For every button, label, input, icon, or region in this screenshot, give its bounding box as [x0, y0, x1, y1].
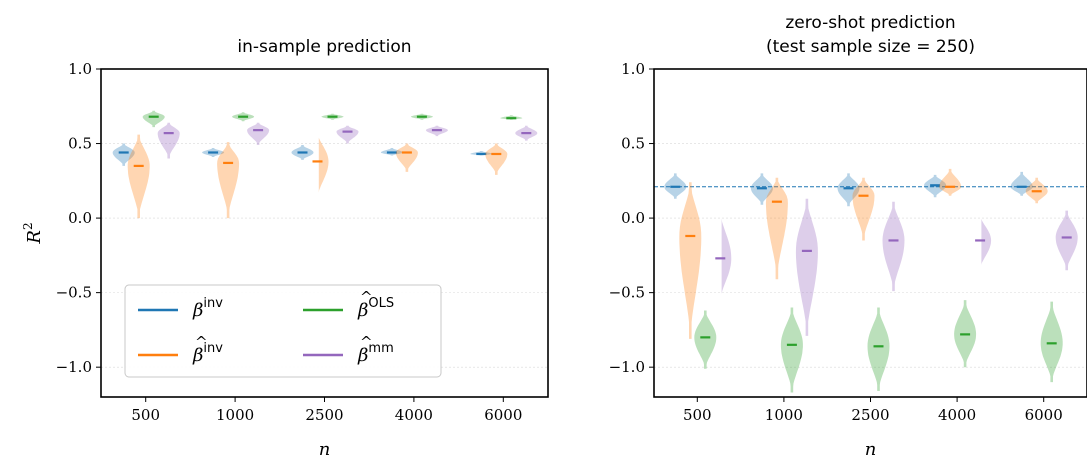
legend-symbol: β	[192, 345, 203, 366]
legend-label: βinv	[192, 341, 223, 366]
y-tick-label: 1.0	[68, 60, 92, 78]
legend-hat: ^	[360, 288, 373, 306]
y-tick-label: −1.0	[609, 358, 645, 376]
x-tick-label: 500	[131, 406, 160, 424]
y-tick-label: 0.5	[621, 135, 645, 153]
violin-series2-500	[127, 134, 150, 219]
x-tick-label: 6000	[484, 406, 522, 424]
y-tick-label: 0.0	[621, 209, 645, 227]
violin-series4-4000	[981, 217, 992, 269]
chart-panel-1: 1.0 0.5 0.0 −0.5 −1.0 500 1000 2500 4000 6000 n R2 i…	[21, 37, 549, 460]
y-tick-label: −1.0	[56, 358, 92, 376]
violin-series1-500	[112, 143, 135, 166]
x-tick-label: 4000	[938, 406, 976, 424]
violin-series2-1000	[217, 142, 240, 219]
legend-superscript: inv	[203, 296, 223, 311]
y-tick-label: 0.5	[68, 135, 92, 153]
legend-superscript: OLS	[368, 296, 394, 311]
violin-series2-2500	[318, 135, 329, 198]
legend-superscript: mm	[368, 341, 393, 356]
violin-series1-2500	[837, 173, 860, 207]
x-tick-label: 2500	[851, 406, 889, 424]
y-tick-label: 0.0	[68, 209, 92, 227]
legend-symbol: β	[357, 345, 368, 366]
violin-series3-6000	[1040, 301, 1063, 383]
y-axis-label: R2	[21, 222, 45, 244]
violin-series2-6000	[485, 143, 508, 175]
x-tick-label: 1000	[216, 406, 254, 424]
x-tick-label: 500	[683, 406, 712, 424]
y-tick-label: −0.5	[609, 284, 645, 302]
legend-hat: ^	[360, 333, 373, 351]
y-tick-label: 1.0	[621, 60, 645, 78]
violin-series4-1000	[247, 122, 270, 145]
x-axis-label: n	[319, 439, 331, 460]
x-tick-label: 6000	[1025, 406, 1063, 424]
chart-title: zero-shot prediction	[785, 13, 955, 33]
violin-series4-500	[157, 122, 180, 159]
chart-subtitle: (test sample size = 250)	[766, 37, 975, 57]
violin-series4-6000	[1055, 210, 1078, 271]
legend-label: βmm	[357, 341, 394, 366]
violin-series4-2500	[336, 125, 359, 144]
violin-series3-500	[694, 310, 717, 369]
legend-label: βinv	[192, 296, 223, 321]
legend-symbol: β	[357, 300, 368, 321]
x-tick-label: 1000	[765, 406, 803, 424]
violin-series3-1000	[780, 307, 803, 393]
chart-panel-2: 1.0 0.5 0.0 −0.5 −1.0 500 1000 2500 4000 6000 n zer…	[609, 13, 1087, 460]
legend-hat: ^	[195, 333, 208, 351]
legend-box	[124, 284, 442, 378]
legend-label: βOLS	[357, 296, 394, 321]
x-axis-label: n	[865, 439, 877, 460]
y-axis-label-base: R	[24, 230, 45, 245]
y-tick-label: −0.5	[56, 284, 92, 302]
violin-series4-2500	[882, 201, 905, 292]
violin-series1-6000	[1010, 171, 1033, 196]
violin-series2-4000	[395, 143, 418, 172]
legend: βinv βOLS^βinv^βmm^	[124, 284, 442, 378]
chart-title: in-sample prediction	[237, 37, 411, 57]
violin-series3-500	[142, 110, 165, 128]
violin-series4-1000	[795, 198, 818, 336]
x-tick-label: 4000	[395, 406, 433, 424]
x-tick-label: 2500	[305, 406, 343, 424]
violin-series2-1000	[765, 177, 788, 280]
violin-series4-500	[721, 215, 732, 301]
violin-series2-2500	[852, 177, 875, 241]
violin-series3-2500	[867, 307, 890, 391]
legend-superscript: inv	[203, 341, 223, 356]
legend-symbol: β	[192, 300, 203, 321]
y-axis-label-sup: 2	[21, 222, 35, 230]
violin-series2-500	[679, 182, 702, 339]
violin-series2-4000	[939, 168, 962, 196]
